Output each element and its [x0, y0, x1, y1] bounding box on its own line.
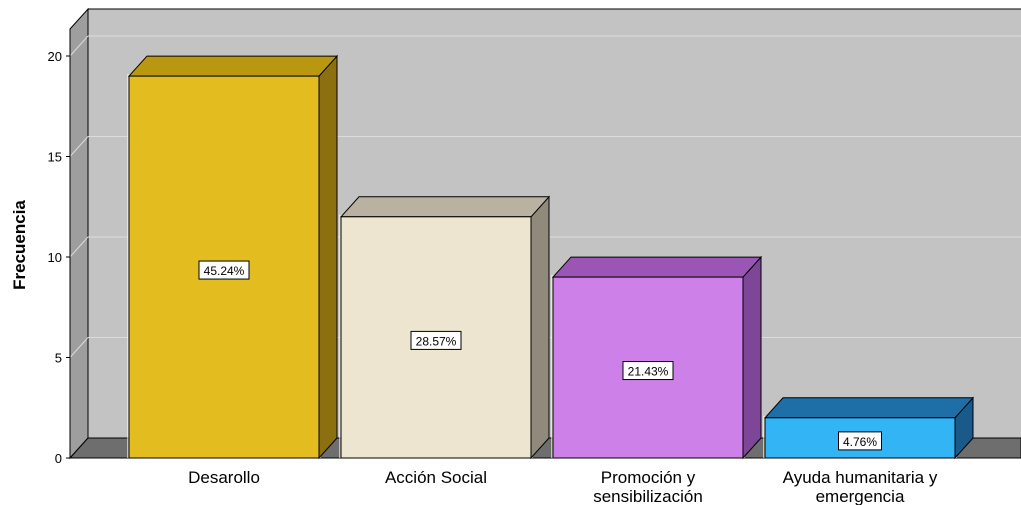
category-label-line: sensibilización: [593, 487, 703, 505]
bar-top: [763, 397, 975, 419]
category-label-line: emergencia: [816, 487, 905, 505]
bar-top: [551, 256, 763, 278]
gridline-side: [69, 236, 89, 258]
tick-label: 15: [48, 150, 62, 165]
data-label: 45.24%: [204, 264, 245, 278]
bar: 28.57%: [339, 195, 551, 460]
category-label: Acción Social: [385, 468, 487, 487]
x-axis-categories: Desarollo Acción Social Promoción y sensibi…: [188, 468, 938, 505]
bar: 21.43%: [551, 255, 763, 460]
category-label: Ayuda humanitaria y emergencia: [783, 468, 938, 505]
bar-side: [318, 54, 338, 460]
data-label-box: [622, 361, 674, 381]
data-label-box: [410, 330, 462, 350]
bar-top: [339, 196, 551, 218]
category-label-line: Ayuda humanitaria y: [783, 468, 938, 487]
category-label-line: Acción Social: [385, 468, 487, 487]
data-label: 28.57%: [416, 334, 457, 348]
data-label-box: [838, 431, 882, 451]
tick-label: 10: [48, 250, 62, 265]
y-axis-ticks: 0 5 10 15 20: [48, 29, 71, 466]
bar: 4.76%: [763, 396, 975, 460]
bar: 45.24%: [127, 54, 339, 460]
tick-label: 5: [55, 351, 62, 366]
bar-side: [530, 195, 550, 460]
bar-side: [742, 255, 762, 460]
gridline-side: [69, 35, 89, 57]
data-label-box: [198, 260, 250, 280]
bars: 45.24% 28.57% 21.43% 4.76%: [127, 54, 975, 460]
tick-label: 0: [55, 451, 62, 466]
side-wall: [69, 7, 89, 460]
category-label: Promoción y sensibilización: [593, 468, 703, 505]
category-label: Desarollo: [188, 468, 260, 487]
gridline-side: [69, 337, 89, 358]
tick-label: 20: [48, 49, 62, 64]
y-axis-label: Frecuencia: [10, 200, 29, 290]
gridline-side: [69, 136, 89, 157]
category-label-line: Promoción y: [601, 468, 696, 487]
bar-top: [127, 55, 339, 77]
category-label-line: Desarollo: [188, 468, 260, 487]
data-label: 4.76%: [843, 435, 877, 449]
data-label: 21.43%: [628, 365, 669, 379]
